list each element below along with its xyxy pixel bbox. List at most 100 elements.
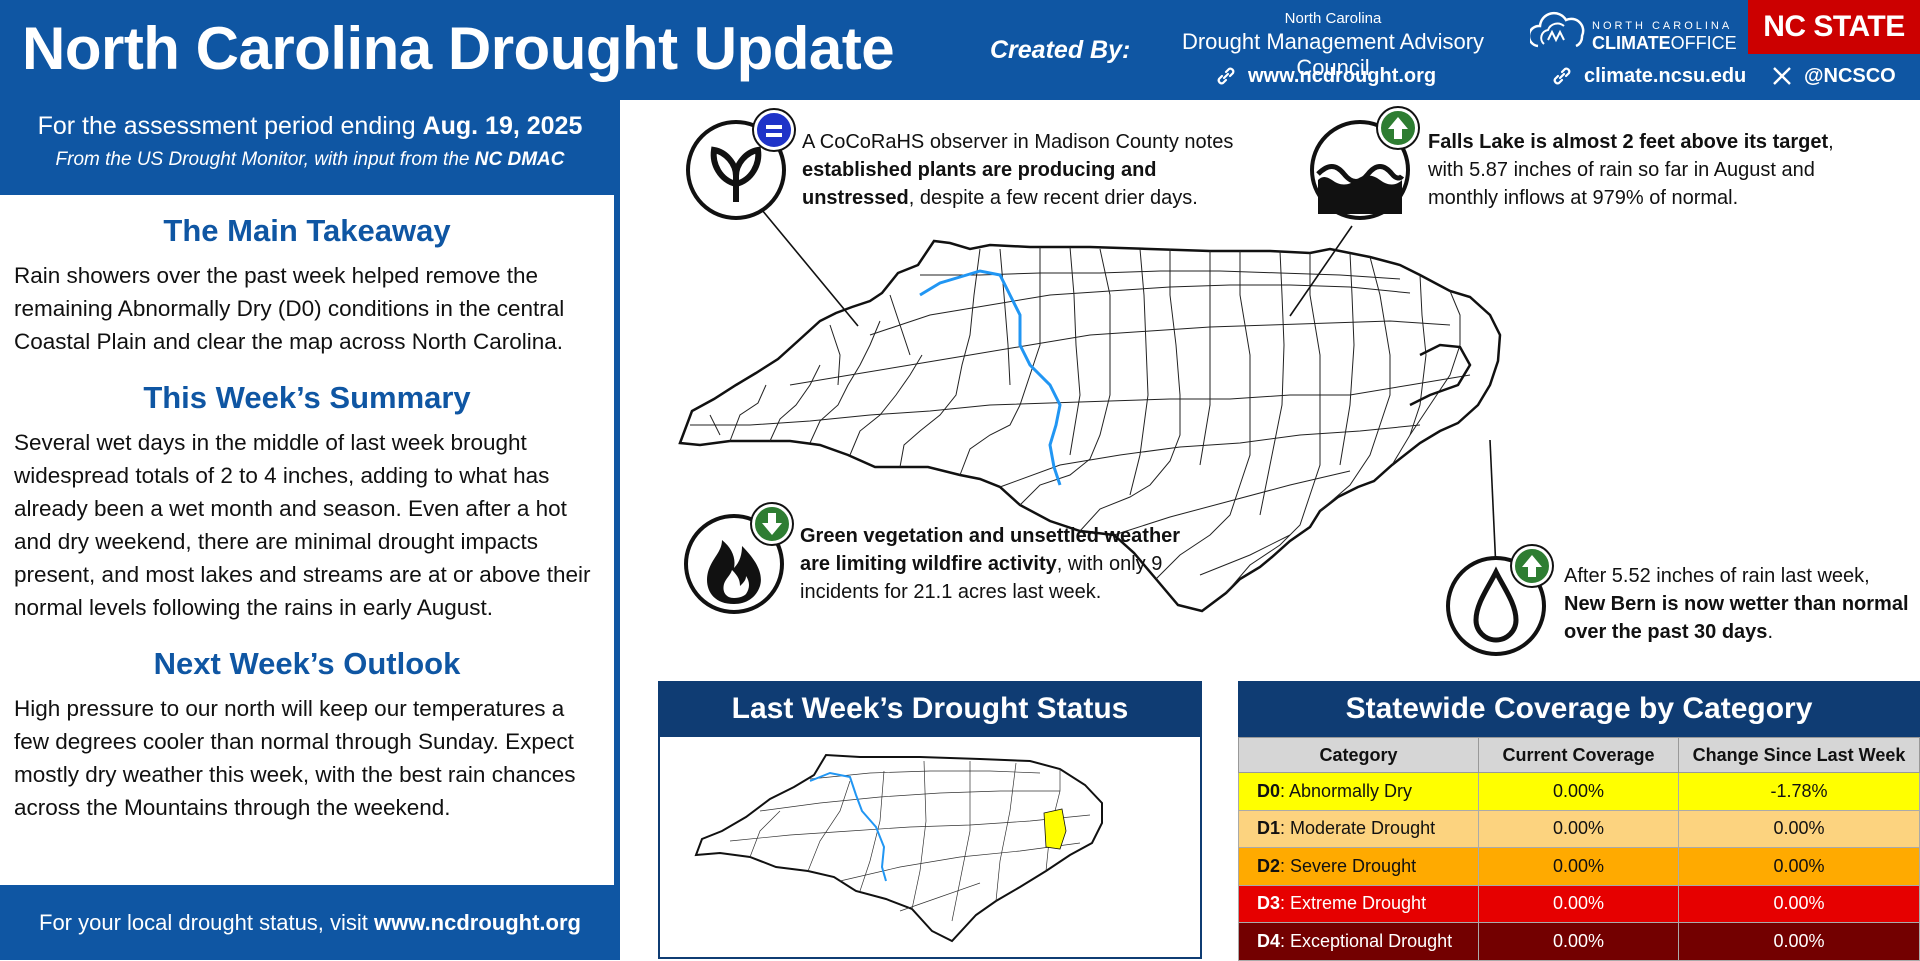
lake-text-b: , with 5.87 inches of rain so far in Aug… xyxy=(1428,131,1834,209)
category-name: : Severe Drought xyxy=(1280,855,1417,876)
last-week-heading: Last Week’s Drought Status xyxy=(658,681,1202,737)
takeaway-heading: The Main Takeaway xyxy=(163,213,451,248)
coverage-row: D4: Exceptional Drought 0.00% 0.00% xyxy=(1238,922,1920,961)
coverage-table: Category Current Coverage Change Since L… xyxy=(1238,737,1920,961)
river-line xyxy=(919,269,1062,486)
coverage-heading: Statewide Coverage by Category xyxy=(1238,681,1920,737)
coverage-row: D2: Severe Drought 0.00% 0.00% xyxy=(1238,847,1920,886)
category-cell: D3: Extreme Drought xyxy=(1238,884,1479,923)
category-code: D3 xyxy=(1257,893,1281,914)
rain-text-b: New Bern is now wetter than normal over … xyxy=(1564,593,1909,643)
d0-area xyxy=(1043,808,1067,850)
arrow-up-icon xyxy=(1512,546,1552,586)
link-icon xyxy=(1553,67,1571,85)
plants-text-c: , despite a few recent drier days. xyxy=(908,187,1198,209)
outlook-heading: Next Week’s Outlook xyxy=(153,646,461,681)
plants-text-b: established plants are producing and uns… xyxy=(802,159,1157,209)
category-name: : Moderate Drought xyxy=(1280,818,1436,839)
sidebar: The Main Takeaway Rain showers over the … xyxy=(0,195,620,885)
last-week-map-panel xyxy=(658,737,1202,959)
current-coverage-cell: 0.00% xyxy=(1478,809,1679,848)
climate-link[interactable]: climate.ncsu.edu xyxy=(1550,64,1746,88)
climate-link-text[interactable]: climate.ncsu.edu xyxy=(1584,64,1747,87)
assessment-period: For the assessment period ending Aug. 19… xyxy=(0,112,620,141)
change-cell: -1.78% xyxy=(1678,772,1920,811)
dmac-big-text: Drought Management Advisory Council xyxy=(1181,29,1485,80)
nc-county-map xyxy=(678,239,1502,613)
category-code: D0 xyxy=(1257,780,1281,801)
lake-text-a: Falls Lake is almost 2 feet above its ta… xyxy=(1428,131,1829,153)
link-icon xyxy=(1217,67,1235,85)
category-cell: D1: Moderate Drought xyxy=(1238,809,1479,848)
col-header-category: Category xyxy=(1238,737,1479,773)
fire-callout: Green vegetation and unsettled weather a… xyxy=(800,522,1200,606)
coverage-row: D1: Moderate Drought 0.00% 0.00% xyxy=(1238,809,1920,848)
takeaway-text: Rain showers over the past week helped r… xyxy=(14,263,565,354)
category-code: D2 xyxy=(1257,855,1281,876)
climate-logo-bottom: CLIMATEOFFICE xyxy=(1592,33,1737,54)
fire-text-a: Green vegetation and unsettled weather a… xyxy=(800,525,1181,575)
rain-callout: After 5.52 inches of rain last week, New… xyxy=(1564,562,1914,646)
source-prefix: From the US Drought Monitor, with input … xyxy=(55,149,470,170)
mini-river xyxy=(809,771,887,882)
dmac-small-text: North Carolina xyxy=(1284,10,1382,27)
assessment-period-box: For the assessment period ending Aug. 19… xyxy=(0,100,620,195)
arrow-down-icon xyxy=(752,504,792,544)
category-code: D4 xyxy=(1257,930,1281,951)
period-date: Aug. 19, 2025 xyxy=(422,112,583,140)
footer-prefix: For your local drought status, visit xyxy=(39,910,368,935)
fire-text-b: , with only 9 incidents for 21.1 acres l… xyxy=(800,553,1163,603)
footer-link[interactable]: www.ncdrought.org xyxy=(374,910,581,935)
lake-callout: Falls Lake is almost 2 feet above its ta… xyxy=(1428,128,1848,212)
coverage-header-row: Category Current Coverage Change Since L… xyxy=(1238,737,1920,773)
category-cell: D2: Severe Drought xyxy=(1238,847,1479,886)
current-coverage-cell: 0.00% xyxy=(1478,884,1679,923)
rain-text-a: After 5.52 inches of rain last week, xyxy=(1564,565,1870,587)
summary-text: Several wet days in the middle of last w… xyxy=(14,430,591,620)
coverage-row: D3: Extreme Drought 0.00% 0.00% xyxy=(1238,884,1920,923)
period-prefix: For the assessment period ending xyxy=(37,112,416,140)
category-name: : Abnormally Dry xyxy=(1280,780,1413,801)
plants-callout: A CoCoRaHS observer in Madison County no… xyxy=(802,128,1242,212)
dmac-logo: North Carolina Drought Management Adviso… xyxy=(1178,10,1488,81)
outlook-text: High pressure to our north will keep our… xyxy=(14,696,576,820)
sound-coastline xyxy=(1409,343,1472,407)
equals-icon xyxy=(754,110,794,150)
ncdrought-link-text[interactable]: www.ncdrought.org xyxy=(1248,64,1437,87)
current-coverage-cell: 0.00% xyxy=(1478,772,1679,811)
change-cell: 0.00% xyxy=(1678,922,1920,961)
category-name: : Exceptional Drought xyxy=(1280,930,1453,951)
climate-logo-word-a: CLIMATE xyxy=(1592,33,1671,53)
created-by-label: Created By: xyxy=(990,36,1131,64)
coverage-body: D0: Abnormally Dry 0.00% -1.78% D1: Moderat… xyxy=(1238,772,1920,961)
climate-office-logo: NORTH CAROLINA CLIMATEOFFICE xyxy=(1530,8,1737,56)
x-logo-icon xyxy=(1773,67,1791,85)
last-week-map xyxy=(694,753,1103,943)
mini-nc-outline xyxy=(694,753,1103,943)
change-cell: 0.00% xyxy=(1678,809,1920,848)
current-coverage-cell: 0.00% xyxy=(1478,922,1679,961)
ncstate-logo: NC STATE xyxy=(1748,0,1920,54)
county-lines xyxy=(690,246,1471,594)
climate-logo-word-b: OFFICE xyxy=(1670,33,1737,53)
summary-heading: This Week’s Summary xyxy=(143,380,471,415)
nc-outline xyxy=(678,239,1502,613)
coverage-row: D0: Abnormally Dry 0.00% -1.78% xyxy=(1238,772,1920,811)
header-bar: North Carolina Drought Update Created By… xyxy=(0,0,1920,100)
col-header-change: Change Since Last Week xyxy=(1678,737,1920,773)
page-title: North Carolina Drought Update xyxy=(22,15,895,82)
mini-county-lines xyxy=(729,760,1091,922)
source-bold: NC DMAC xyxy=(474,149,565,170)
category-name: : Extreme Drought xyxy=(1280,893,1427,914)
social-handle[interactable]: @NCSCO xyxy=(1804,64,1896,87)
climate-logo-top: NORTH CAROLINA xyxy=(1592,20,1733,32)
cloud-logo-icon xyxy=(1530,11,1585,48)
sidebar-footer: For your local drought status, visit www… xyxy=(0,885,620,960)
plants-text-a: A CoCoRaHS observer in Madison County no… xyxy=(802,131,1234,153)
source-line: From the US Drought Monitor, with input … xyxy=(0,149,620,171)
social-link[interactable]: @NCSCO xyxy=(1770,64,1896,88)
ncdrought-link[interactable]: www.ncdrought.org xyxy=(1214,64,1436,88)
category-cell: D4: Exceptional Drought xyxy=(1238,922,1479,961)
category-code: D1 xyxy=(1257,818,1281,839)
